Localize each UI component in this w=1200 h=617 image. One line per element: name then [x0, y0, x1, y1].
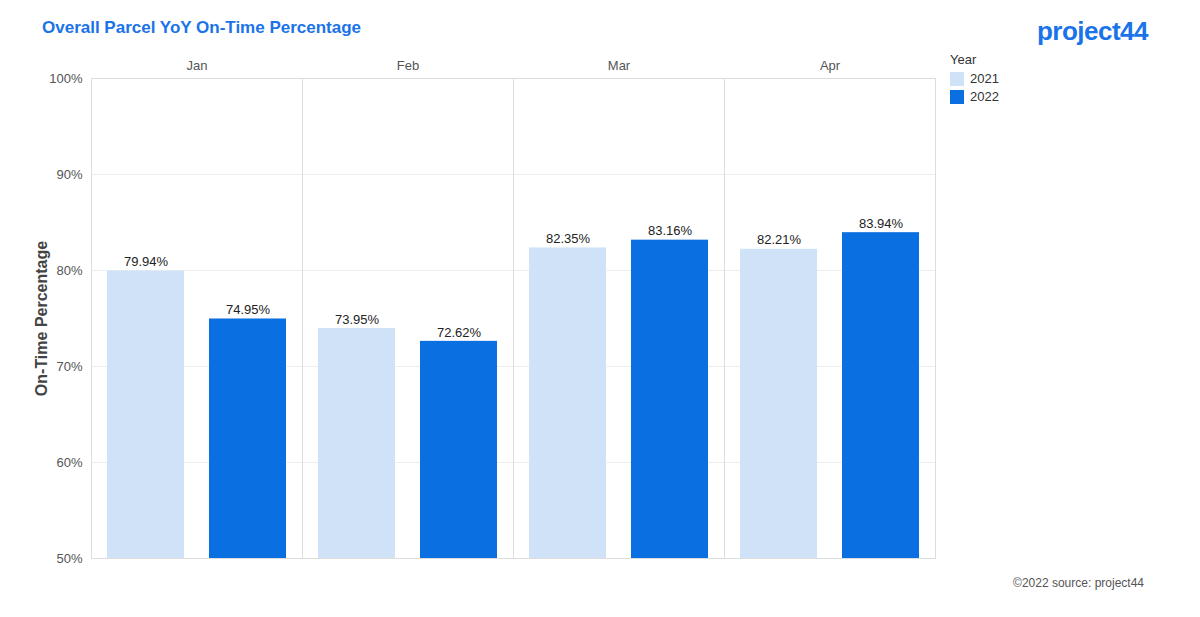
svg-text:83.94%: 83.94% — [859, 216, 904, 231]
html-text:©2022 source: project44: ©2022 source: project44 — [1013, 576, 1144, 590]
html-text:Year: Year — [950, 52, 977, 67]
svg-text:80%: 80% — [56, 263, 82, 278]
svg-text:60%: 60% — [56, 455, 82, 470]
svg-text:Mar: Mar — [608, 58, 631, 73]
svg-text:Apr: Apr — [820, 58, 841, 73]
html-text:project44: project44 — [1036, 16, 1148, 46]
svg-text:82.35%: 82.35% — [546, 231, 591, 246]
svg-text:73.95%: 73.95% — [335, 312, 380, 327]
svg-text:Feb: Feb — [397, 58, 419, 73]
html-text:2021: 2021 — [970, 71, 999, 86]
svg-text:70%: 70% — [56, 359, 82, 374]
svg-text:74.95%: 74.95% — [226, 302, 271, 317]
svg-text:90%: 90% — [56, 167, 82, 182]
svg-text:100%: 100% — [49, 71, 83, 86]
svg-text:50%: 50% — [56, 551, 82, 566]
svg-text:On-Time Percentage: On-Time Percentage — [33, 241, 50, 396]
svg-text:72.62%: 72.62% — [437, 325, 482, 340]
svg-text:82.21%: 82.21% — [757, 232, 802, 247]
html-text:2022: 2022 — [970, 89, 999, 104]
svg-text:Jan: Jan — [187, 58, 208, 73]
svg-text:79.94%: 79.94% — [124, 254, 169, 269]
html-text:Overall Parcel YoY On-Time Per: Overall Parcel YoY On-Time Percentage — [42, 18, 362, 37]
svg-text:83.16%: 83.16% — [648, 223, 693, 238]
